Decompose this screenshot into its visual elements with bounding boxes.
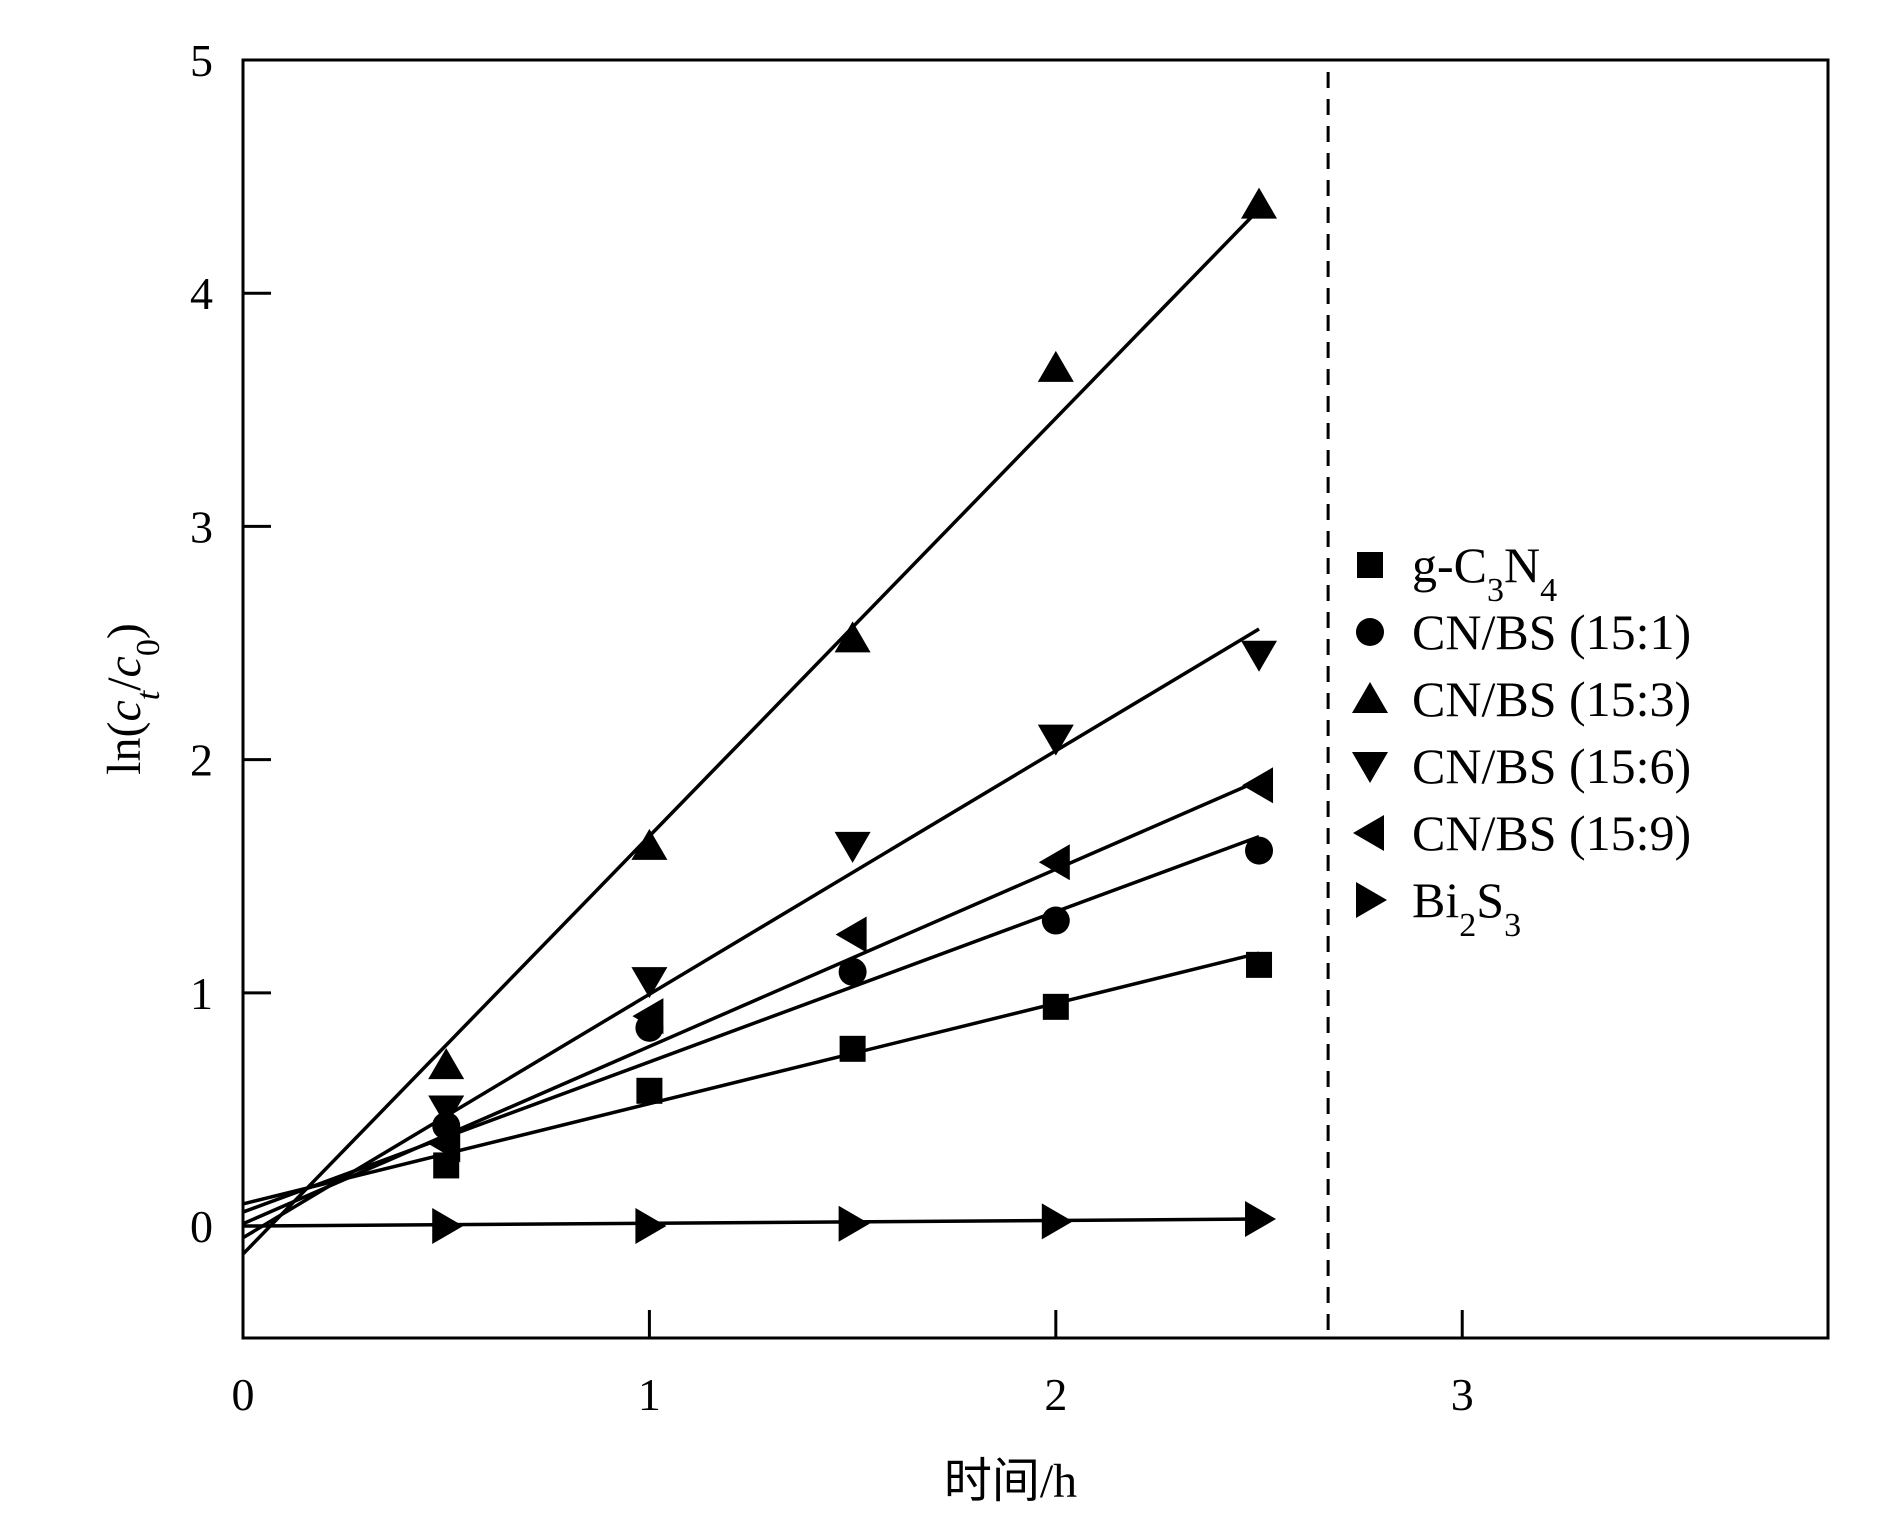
data-point-cnbs_15_1	[1245, 836, 1274, 865]
y-tick-label: 4	[190, 268, 213, 319]
y-tick-label: 1	[190, 968, 213, 1019]
y-tick-label: 3	[190, 501, 213, 552]
legend-marker-cnbs_15_1	[1356, 618, 1384, 646]
fit-line-bi2s3	[242, 1217, 1260, 1228]
data-point-gc3n4	[839, 1035, 866, 1062]
data-point-cnbs_15_9	[835, 916, 867, 953]
legend-marker-cnbs_15_9	[1353, 815, 1384, 851]
axis-titles-layer: 时间/h ln(ct/c0)	[98, 623, 1077, 1508]
fit-line-gc3n4	[242, 951, 1260, 1206]
y-tick-label: 0	[190, 1201, 213, 1252]
ticks-layer: 0 1 2 3 0 1 2 3 4 5	[190, 35, 1474, 1420]
data-point-cnbs_15_6	[1241, 640, 1278, 672]
fit-line-cnbs_15_3	[241, 208, 1261, 1256]
x-tick-label: 0	[232, 1369, 255, 1420]
legend-label-gc3n4: g-C3N4	[1412, 537, 1557, 609]
data-point-cnbs_15_9	[1038, 844, 1070, 881]
legend-label-bi2s3: Bi2S3	[1412, 872, 1521, 944]
legend-marker-cnbs_15_3	[1352, 682, 1388, 713]
x-tick-label: 3	[1451, 1369, 1474, 1420]
data-point-bi2s3	[1041, 1203, 1073, 1240]
legend-label-cnbs_15_1: CN/BS (15:1)	[1412, 604, 1691, 660]
legend-marker-gc3n4	[1357, 552, 1383, 578]
legend-label-cnbs_15_3: CN/BS (15:3)	[1412, 671, 1691, 727]
y-tick-label: 5	[190, 35, 213, 86]
data-point-cnbs_15_3	[428, 1048, 465, 1080]
y-axis-title: ln(ct/c0)	[98, 623, 167, 775]
data-point-bi2s3	[432, 1208, 464, 1245]
data-point-cnbs_15_6	[631, 967, 668, 999]
x-tick-label: 1	[638, 1369, 661, 1420]
data-point-cnbs_15_9	[632, 998, 664, 1035]
data-point-gc3n4	[1246, 951, 1273, 978]
data-point-bi2s3	[635, 1208, 667, 1245]
data-point-cnbs_15_3	[834, 621, 871, 653]
fit-lines-layer	[241, 208, 1261, 1256]
data-point-cnbs_15_3	[1241, 187, 1278, 219]
data-point-cnbs_15_1	[838, 957, 867, 986]
data-point-gc3n4	[636, 1077, 663, 1104]
plot-frame	[241, 58, 1830, 1340]
fit-line-cnbs_15_9	[242, 779, 1260, 1226]
data-point-cnbs_15_9	[429, 1126, 461, 1163]
data-point-cnbs_15_6	[834, 831, 871, 863]
x-axis-title: 时间/h	[944, 1455, 1077, 1508]
data-point-cnbs_15_6	[428, 1095, 465, 1127]
legend-label-cnbs_15_6: CN/BS (15:6)	[1412, 738, 1691, 794]
legend-marker-cnbs_15_6	[1352, 752, 1388, 783]
y-tick-label: 2	[190, 735, 213, 786]
data-point-bi2s3	[1245, 1201, 1277, 1238]
data-point-cnbs_15_1	[1041, 906, 1070, 935]
data-points-layer	[428, 187, 1278, 1245]
legend-marker-bi2s3	[1356, 882, 1387, 918]
legend-label-cnbs_15_9: CN/BS (15:9)	[1412, 805, 1691, 861]
data-point-cnbs_15_9	[1242, 767, 1274, 804]
data-point-cnbs_15_6	[1037, 724, 1074, 756]
data-point-bi2s3	[838, 1205, 870, 1242]
x-tick-label: 2	[1044, 1369, 1067, 1420]
data-point-cnbs_15_3	[1037, 350, 1074, 382]
data-point-gc3n4	[1042, 993, 1069, 1020]
fit-line-cnbs_15_6	[242, 627, 1260, 1240]
data-point-cnbs_15_3	[631, 828, 668, 860]
